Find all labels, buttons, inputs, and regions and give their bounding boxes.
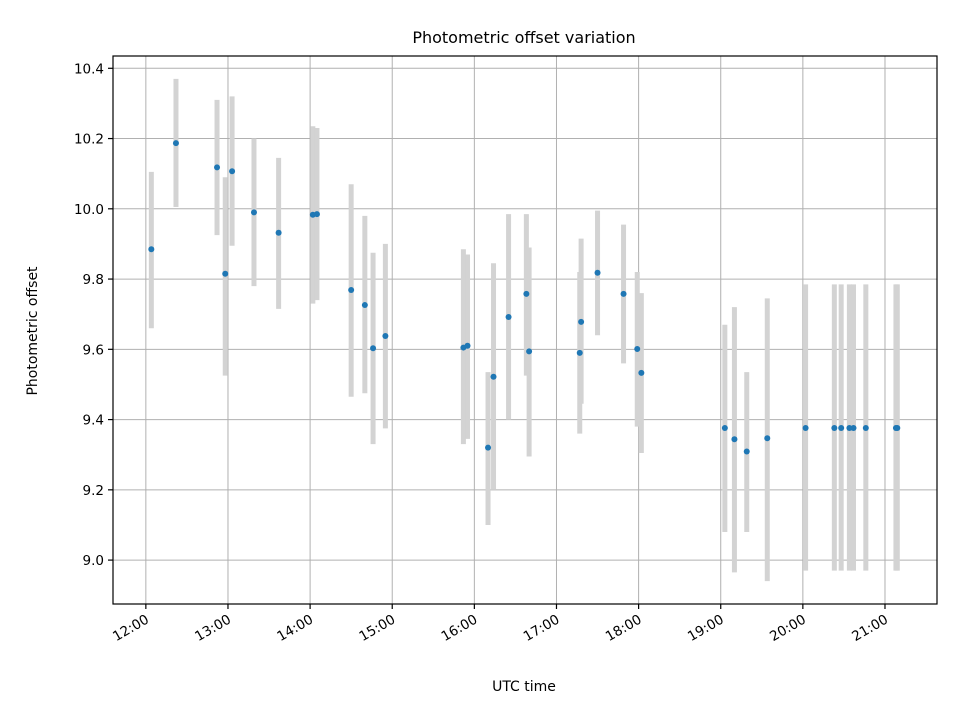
- data-point: [850, 425, 857, 432]
- data-point: [148, 246, 155, 253]
- data-point: [721, 425, 728, 432]
- x-tick-label: 19:00: [685, 612, 727, 645]
- data-point: [526, 348, 533, 355]
- data-point: [634, 345, 641, 352]
- x-tick-label: 20:00: [767, 612, 809, 645]
- data-point: [172, 140, 179, 147]
- x-tick-label: 16:00: [439, 612, 481, 645]
- data-point: [831, 425, 838, 432]
- y-tick-label: 9.8: [83, 272, 104, 288]
- data-point: [275, 229, 282, 236]
- y-tick-label: 9.6: [83, 342, 104, 358]
- data-point: [490, 373, 497, 380]
- data-point: [382, 332, 389, 339]
- x-tick-label: 12:00: [110, 612, 152, 645]
- data-point: [361, 302, 368, 309]
- x-tick-label: 15:00: [357, 612, 399, 645]
- y-tick-label: 10.2: [74, 132, 104, 148]
- data-point: [802, 425, 809, 432]
- x-tick-label: 14:00: [274, 612, 316, 645]
- data-point: [594, 269, 601, 276]
- x-axis-label: UTC time: [492, 679, 556, 695]
- data-point: [578, 318, 585, 325]
- y-axis-label: Photometric offset: [25, 266, 41, 396]
- data-point: [862, 425, 869, 432]
- error-bars: [148, 78, 900, 582]
- y-tick-label: 9.4: [83, 413, 104, 429]
- x-tick-label: 13:00: [192, 612, 234, 645]
- data-point: [250, 209, 257, 216]
- y-tick-label: 10.0: [74, 202, 104, 218]
- data-point: [505, 314, 512, 321]
- data-point: [229, 168, 236, 175]
- data-point: [523, 290, 530, 297]
- data-point: [348, 286, 355, 293]
- x-tick-label: 18:00: [603, 612, 645, 645]
- data-point: [222, 270, 229, 277]
- data-point: [370, 345, 377, 352]
- data-point: [838, 425, 845, 432]
- y-tick-label: 10.4: [74, 61, 104, 77]
- data-point: [638, 369, 645, 376]
- x-tick-label: 21:00: [849, 612, 891, 645]
- data-point: [576, 349, 583, 356]
- y-tick-label: 9.2: [83, 483, 104, 499]
- data-point: [894, 425, 901, 432]
- y-tick-label: 9.0: [83, 553, 104, 569]
- data-point: [313, 211, 320, 218]
- data-point: [620, 290, 627, 297]
- data-point: [731, 436, 738, 443]
- chart-title: Photometric offset variation: [412, 28, 635, 47]
- data-point: [464, 342, 471, 349]
- x-tick-label: 17:00: [521, 612, 563, 645]
- data-point: [764, 435, 771, 442]
- data-points: [148, 140, 901, 455]
- data-point: [846, 425, 853, 432]
- plot-frame: [112, 55, 938, 605]
- data-point: [485, 444, 492, 451]
- data-point: [214, 164, 221, 171]
- data-point: [743, 448, 750, 455]
